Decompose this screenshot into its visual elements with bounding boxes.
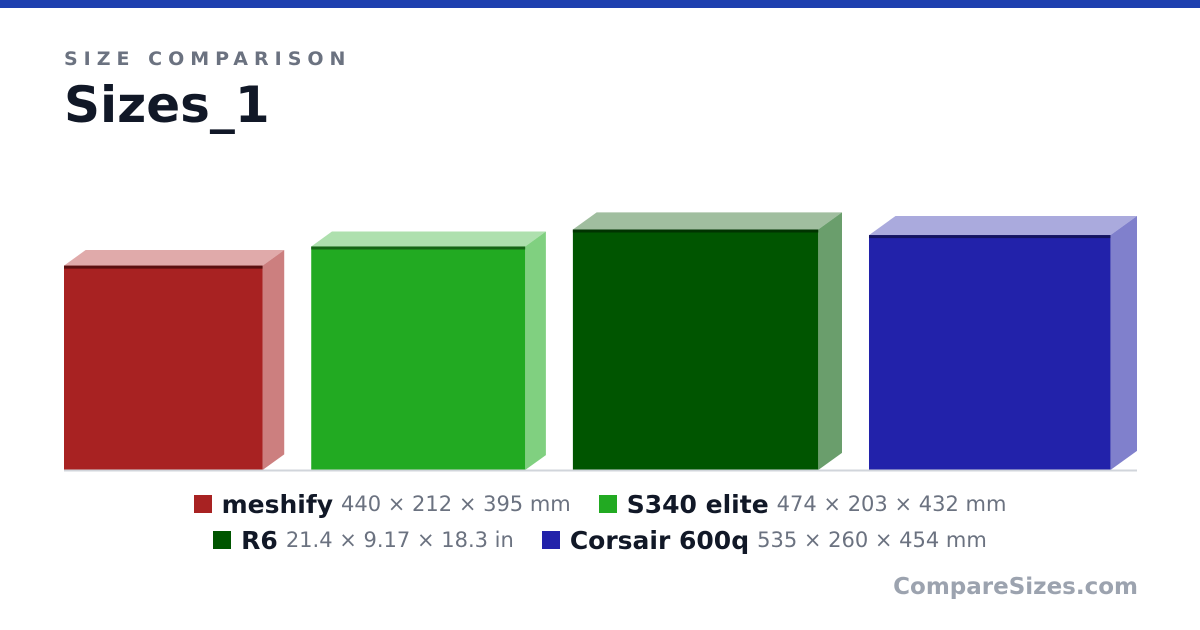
bar-top-edge [64, 265, 263, 269]
legend-swatch [213, 531, 232, 549]
legend-item-corsair-600q: Corsair 600q 535 × 260 × 454 mm [541, 525, 987, 555]
legend-dimensions: 440 × 212 × 395 mm [341, 492, 571, 516]
eyebrow-label: SIZE COMPARISON [64, 48, 352, 70]
bar-side-face [525, 231, 546, 470]
legend-item-s340-elite: S340 elite 474 × 203 × 432 mm [598, 489, 1007, 519]
legend-dimensions: 21.4 × 9.17 × 18.3 in [285, 528, 514, 552]
chart-bar-corsair-600q [868, 215, 1137, 470]
chart-bar-r6 [572, 212, 842, 471]
legend-item-r6: R6 21.4 × 9.17 × 18.3 in [213, 526, 514, 555]
bar-front-face [868, 235, 1111, 470]
legend-dimensions: 474 × 203 × 432 mm [776, 492, 1007, 516]
bar-top-face [572, 212, 842, 230]
bar-side-face [818, 212, 842, 471]
legend-dimensions: 535 × 260 × 454 mm [757, 528, 987, 552]
bar-top-face [64, 250, 285, 266]
legend-swatch [193, 495, 212, 513]
bar-top-edge [311, 246, 526, 250]
bar-side-face [1110, 215, 1137, 470]
bar-front-face [64, 265, 263, 470]
legend-name: S340 elite [626, 489, 769, 519]
legend-row-1: meshify 440 × 212 × 395 mm S340 elite 47… [0, 486, 1200, 522]
bar-top-face [311, 231, 546, 247]
legend-name: Corsair 600q [569, 525, 750, 555]
bar-top-face [868, 215, 1137, 236]
legend-name: R6 [241, 525, 278, 555]
top-accent-bar [0, 0, 1200, 8]
bar-side-face [262, 250, 285, 470]
legend-item-meshify: meshify 440 × 212 × 395 mm [193, 489, 571, 519]
chart-bar-s340-elite [311, 231, 546, 470]
bar-front-face [311, 246, 526, 470]
legend-row-2: R6 21.4 × 9.17 × 18.3 in Corsair 600q 53… [0, 522, 1200, 558]
bar-top-edge [572, 229, 819, 233]
legend-swatch [598, 495, 617, 513]
legend: meshify 440 × 212 × 395 mm S340 elite 47… [0, 486, 1200, 558]
page-title: Sizes_1 [64, 76, 270, 134]
bar-top-edge [868, 235, 1111, 239]
chart-bar-meshify [64, 250, 285, 470]
bar-front-face [572, 229, 819, 470]
legend-name: meshify [221, 489, 334, 519]
brand-watermark: CompareSizes.com [893, 574, 1138, 600]
legend-swatch [541, 531, 560, 549]
